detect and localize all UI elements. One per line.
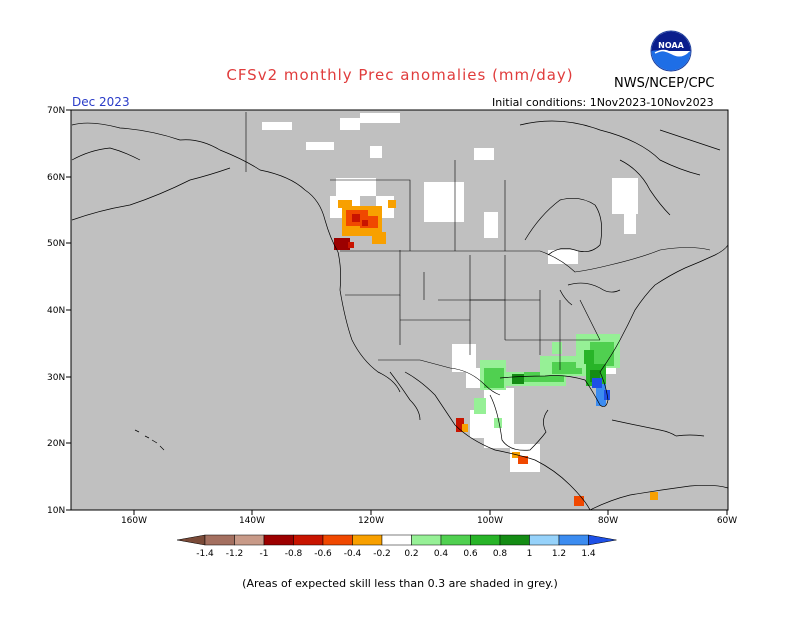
colorbar: -1.4 -1.2 -1 -0.8 -0.6 -0.4 -0.2 0.2 0.4 0.6 0.8 1 1… bbox=[176, 534, 617, 559]
colorbar-label: -0.4 bbox=[344, 549, 362, 559]
colorbar-swatch bbox=[558, 534, 589, 546]
lat-label: 40N bbox=[47, 306, 65, 316]
lat-label: 30N bbox=[47, 373, 65, 383]
colorbar-label: 1 bbox=[527, 549, 533, 559]
lat-label: 20N bbox=[47, 439, 65, 449]
colorbar-label: -0.6 bbox=[314, 549, 332, 559]
lat-label: 70N bbox=[47, 106, 65, 116]
lon-label: 80W bbox=[598, 516, 618, 526]
noaa-logo: NOAA bbox=[650, 30, 692, 72]
footnote: (Areas of expected skill less than 0.3 a… bbox=[242, 577, 558, 590]
colorbar-arrow-right bbox=[588, 534, 617, 546]
lon-label: 120W bbox=[358, 516, 384, 526]
lon-label: 60W bbox=[717, 516, 737, 526]
lat-label: 60N bbox=[47, 173, 65, 183]
coastlines bbox=[71, 120, 729, 511]
colorbar-swatch bbox=[499, 534, 530, 546]
latitude-labels: 70N 60N 50N 40N 30N 20N 10N bbox=[47, 106, 65, 516]
forecast-month: Dec 2023 bbox=[72, 95, 130, 109]
axis-ticks bbox=[66, 109, 728, 515]
colorbar-label: 1.2 bbox=[552, 549, 566, 559]
colorbar-swatch bbox=[529, 534, 560, 546]
colorbar-arrow-left bbox=[176, 534, 206, 546]
colorbar-label: -0.2 bbox=[373, 549, 391, 559]
colorbar-label: 0.2 bbox=[404, 549, 418, 559]
logo-text: NOAA bbox=[658, 41, 684, 50]
lon-label: 140W bbox=[239, 516, 265, 526]
colorbar-label: 0.8 bbox=[493, 549, 508, 559]
colorbar-swatch bbox=[322, 534, 353, 546]
lat-label: 50N bbox=[47, 239, 65, 249]
colorbar-swatch bbox=[470, 534, 501, 546]
longitude-labels: 160W 140W 120W 100W 80W 60W bbox=[121, 516, 737, 526]
lat-label: 10N bbox=[47, 506, 65, 516]
negative-anomaly-regions bbox=[334, 200, 658, 506]
colorbar-swatch bbox=[440, 534, 471, 546]
colorbar-label: -1.4 bbox=[196, 549, 214, 559]
colorbar-swatch bbox=[352, 534, 383, 546]
colorbar-swatch bbox=[411, 534, 442, 546]
colorbar-swatch bbox=[234, 534, 265, 546]
lon-label: 160W bbox=[121, 516, 147, 526]
initial-conditions: Initial conditions: 1Nov2023-10Nov2023 bbox=[492, 96, 714, 109]
colorbar-label: -1.2 bbox=[226, 549, 244, 559]
lon-label: 100W bbox=[477, 516, 503, 526]
political-borders bbox=[245, 112, 711, 396]
colorbar-label: -1 bbox=[260, 549, 269, 559]
colorbar-swatch bbox=[204, 534, 235, 546]
colorbar-swatch bbox=[293, 534, 324, 546]
colorbar-swatch bbox=[381, 534, 412, 546]
colorbar-label: 0.6 bbox=[463, 549, 478, 559]
colorbar-label: -0.8 bbox=[285, 549, 303, 559]
colorbar-label: 0.4 bbox=[434, 549, 449, 559]
colorbar-swatch bbox=[263, 534, 294, 546]
map-background bbox=[71, 110, 728, 510]
chart-title: CFSv2 monthly Prec anomalies (mm/day) bbox=[226, 66, 574, 84]
colorbar-label: 1.4 bbox=[581, 549, 596, 559]
agency-label: NWS/NCEP/CPC bbox=[614, 76, 715, 91]
